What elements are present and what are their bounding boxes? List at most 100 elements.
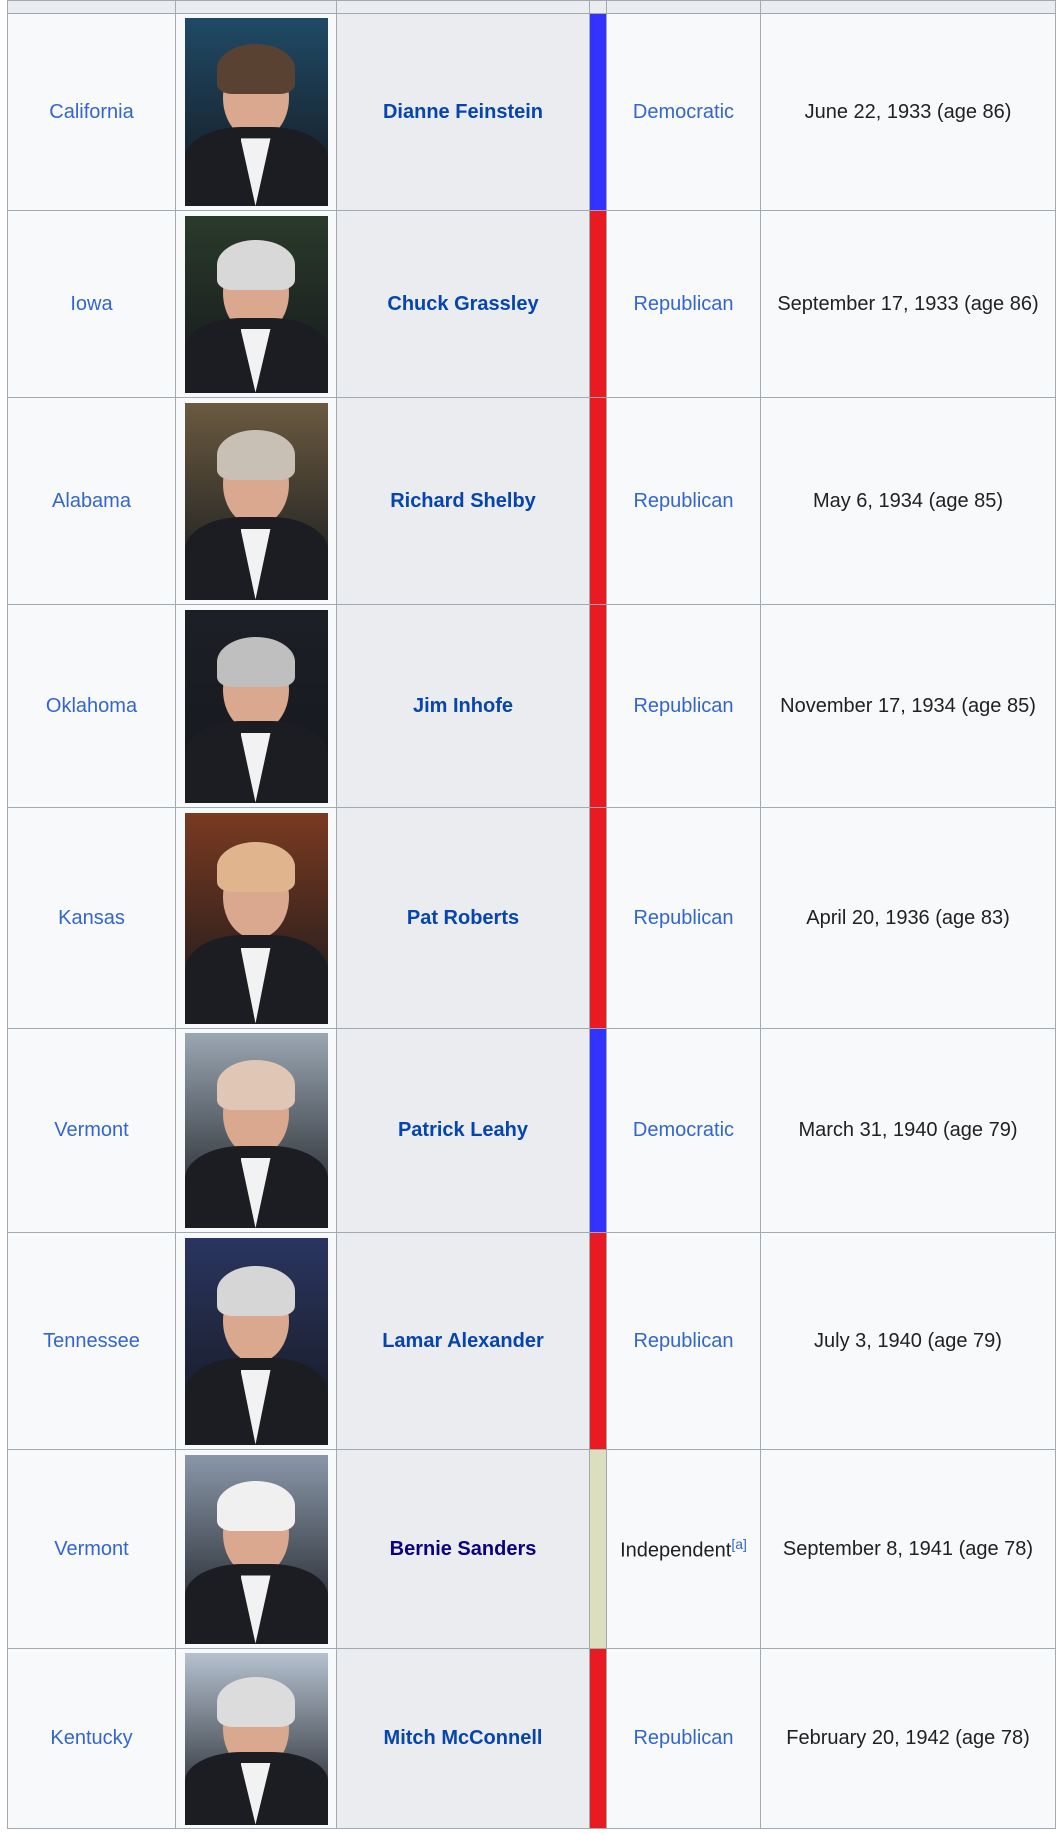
party-text[interactable]: Republican	[633, 292, 734, 315]
photo-cell	[175, 210, 337, 398]
table-row: Tennessee Lamar Alexander Republican Jul…	[7, 1232, 1056, 1450]
senator-name-link[interactable]: Bernie Sanders	[389, 1537, 537, 1560]
state-link[interactable]: Oklahoma	[45, 694, 138, 717]
senator-name-link[interactable]: Jim Inhofe	[412, 694, 513, 717]
table-row: Vermont Bernie Sanders Independent[a] Se…	[7, 1449, 1056, 1649]
birth-date-cell: February 20, 1942 (age 78)	[760, 1648, 1056, 1829]
state-cell: Tennessee	[7, 1232, 176, 1450]
state-cell: Kentucky	[7, 1648, 176, 1829]
hair	[216, 1676, 295, 1727]
party-cell: Republican	[606, 1648, 761, 1829]
name-cell: Lamar Alexander	[336, 1232, 590, 1450]
party-text[interactable]: Republican	[633, 694, 734, 717]
state-link[interactable]: Kentucky	[50, 1727, 133, 1749]
state-cell: Alabama	[7, 397, 176, 605]
state-link[interactable]: Vermont	[54, 1119, 129, 1141]
hair	[216, 1266, 295, 1317]
table-row: Kentucky Mitch McConnell Republican Febr…	[7, 1648, 1056, 1829]
photo-cell	[175, 1449, 337, 1649]
senator-name-link[interactable]: Mitch McConnell	[383, 1727, 543, 1749]
state-cell: Oklahoma	[7, 604, 176, 808]
table-row: Kansas Pat Roberts Republican April 20, …	[7, 807, 1056, 1029]
name-cell: Mitch McConnell	[336, 1648, 590, 1829]
birth-date-cell: March 31, 1940 (age 79)	[760, 1028, 1056, 1233]
senator-name-link[interactable]: Dianne Feinstein	[382, 100, 544, 123]
table-row: Alabama Richard Shelby Republican May 6,…	[7, 397, 1056, 605]
party-color-bar	[589, 210, 607, 398]
party-color-bar	[589, 1449, 607, 1649]
state-link[interactable]: Alabama	[52, 489, 131, 512]
table-row: Iowa Chuck Grassley Republican September…	[7, 210, 1056, 398]
party-cell: Republican	[606, 1232, 761, 1450]
state-link[interactable]: Iowa	[70, 292, 113, 315]
senator-photo[interactable]	[184, 18, 328, 206]
senator-photo[interactable]	[184, 609, 328, 803]
senator-photo[interactable]	[184, 1652, 328, 1825]
hair	[216, 1480, 295, 1531]
party-cell: Republican	[606, 807, 761, 1029]
footnote-link[interactable]: [a]	[731, 1535, 747, 1552]
birth-date-cell: September 8, 1941 (age 78)	[760, 1449, 1056, 1649]
party-text[interactable]: Republican	[633, 489, 734, 512]
photo-cell	[175, 1232, 337, 1450]
birth-date-cell: May 6, 1934 (age 85)	[760, 397, 1056, 605]
senator-photo[interactable]	[184, 1033, 328, 1228]
photo-cell	[175, 13, 337, 211]
senator-photo[interactable]	[184, 402, 328, 600]
photo-cell	[175, 397, 337, 605]
senator-photo[interactable]	[184, 1237, 328, 1445]
table-header-row	[7, 0, 1056, 14]
party-text[interactable]: Democratic	[632, 1119, 735, 1141]
state-link[interactable]: California	[49, 100, 134, 123]
photo-cell	[175, 1028, 337, 1233]
party-cell: Democratic	[606, 13, 761, 211]
name-cell: Dianne Feinstein	[336, 13, 590, 211]
table-row: California Dianne Feinstein Democratic J…	[7, 13, 1056, 211]
party-cell: Democratic	[606, 1028, 761, 1233]
senator-name-link[interactable]: Chuck Grassley	[387, 292, 539, 315]
table-row: Oklahoma Jim Inhofe Republican November …	[7, 604, 1056, 808]
party-cell: Republican	[606, 397, 761, 605]
state-link[interactable]: Vermont	[54, 1537, 129, 1560]
hair	[216, 842, 295, 893]
state-cell: Kansas	[7, 807, 176, 1029]
name-cell: Patrick Leahy	[336, 1028, 590, 1233]
name-cell: Richard Shelby	[336, 397, 590, 605]
party-cell: Independent[a]	[606, 1449, 761, 1649]
state-link[interactable]: Kansas	[58, 906, 125, 929]
party-text[interactable]: Independent	[620, 1539, 732, 1562]
photo-cell	[175, 604, 337, 808]
hair	[216, 1060, 295, 1111]
birth-date-cell: July 3, 1940 (age 79)	[760, 1232, 1056, 1450]
birth-date-cell: April 20, 1936 (age 83)	[760, 807, 1056, 1029]
hair	[216, 636, 295, 687]
state-link[interactable]: Tennessee	[43, 1329, 140, 1352]
state-cell: Iowa	[7, 210, 176, 398]
senator-name-link[interactable]: Pat Roberts	[406, 906, 520, 929]
table-row: Vermont Patrick Leahy Democratic March 3…	[7, 1028, 1056, 1233]
party-text[interactable]: Republican	[633, 906, 734, 929]
hair	[216, 240, 295, 291]
party-cell: Republican	[606, 604, 761, 808]
birth-date-cell: November 17, 1934 (age 85)	[760, 604, 1056, 808]
senator-photo[interactable]	[184, 215, 328, 393]
hair	[216, 430, 295, 481]
party-text[interactable]: Republican	[633, 1727, 734, 1749]
state-cell: California	[7, 13, 176, 211]
senator-name-link[interactable]: Patrick Leahy	[397, 1119, 529, 1141]
party-text[interactable]: Democratic	[632, 100, 735, 123]
name-cell: Chuck Grassley	[336, 210, 590, 398]
senator-photo[interactable]	[184, 1454, 328, 1644]
party-color-bar	[589, 604, 607, 808]
party-color-bar	[589, 807, 607, 1029]
state-cell: Vermont	[7, 1449, 176, 1649]
party-text[interactable]: Republican	[633, 1329, 734, 1352]
party-color-bar	[589, 13, 607, 211]
senator-name-link[interactable]: Richard Shelby	[390, 489, 536, 512]
party-color-bar	[589, 1648, 607, 1829]
senator-photo[interactable]	[184, 812, 328, 1024]
state-cell: Vermont	[7, 1028, 176, 1233]
senator-name-link[interactable]: Lamar Alexander	[382, 1329, 544, 1352]
party-color-bar	[589, 397, 607, 605]
hair	[216, 44, 295, 95]
